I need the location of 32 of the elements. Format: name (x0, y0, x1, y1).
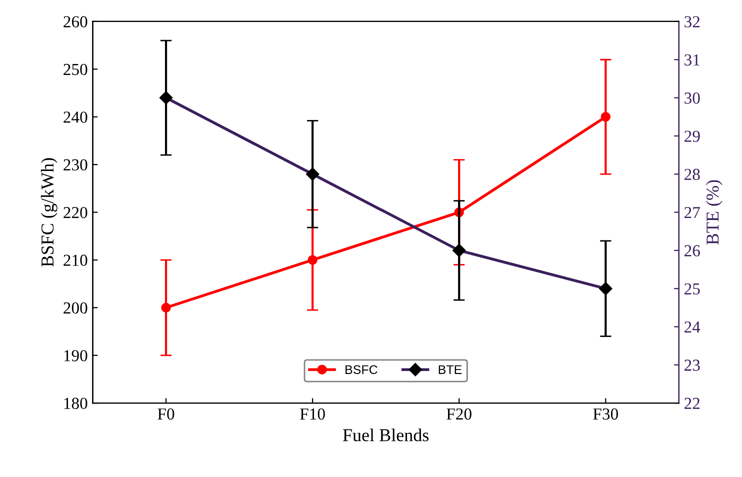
y-tick-label: 180 (64, 398, 88, 410)
y2-tick-label: 26 (684, 245, 700, 256)
x-axis-title: Fuel Blends (342, 428, 429, 442)
y2-tick-label: 27 (684, 207, 700, 218)
y2-tick-label: 23 (684, 360, 700, 371)
legend-label: BSFC (346, 365, 378, 374)
y-tick-label: 210 (64, 254, 88, 266)
y2-tick-label: 22 (684, 398, 700, 409)
y-tick-label: 250 (64, 64, 88, 76)
x-tick-label: F10 (300, 408, 325, 420)
y-axis-title: BSFC (g/kWh) (40, 158, 58, 267)
point (308, 255, 318, 265)
y2-tick-label: 31 (684, 54, 700, 66)
y-tick-label: 190 (64, 350, 88, 362)
x-tick-label: F0 (158, 408, 174, 420)
legend-label: BTE (438, 365, 462, 374)
y2-tick-label: 30 (684, 92, 700, 104)
y2-tick-label: 29 (684, 130, 700, 142)
y-tick-label: 220 (64, 206, 88, 218)
y2-tick-label: 28 (684, 168, 700, 180)
y-tick-label: 200 (64, 302, 88, 314)
x-tick-label: F30 (593, 408, 618, 420)
y2-axis-title: BTE (%) (706, 180, 722, 245)
y-tick-label: 260 (64, 16, 88, 28)
x-tick-label: F20 (446, 408, 472, 420)
point (600, 112, 611, 122)
y2-tick-label: 25 (684, 283, 700, 295)
point (161, 302, 171, 313)
y2-tick-label: 32 (684, 16, 700, 28)
y-tick-label: 240 (64, 112, 88, 123)
y2-tick-label: 24 (684, 321, 700, 333)
y-tick-label: 230 (64, 159, 88, 171)
